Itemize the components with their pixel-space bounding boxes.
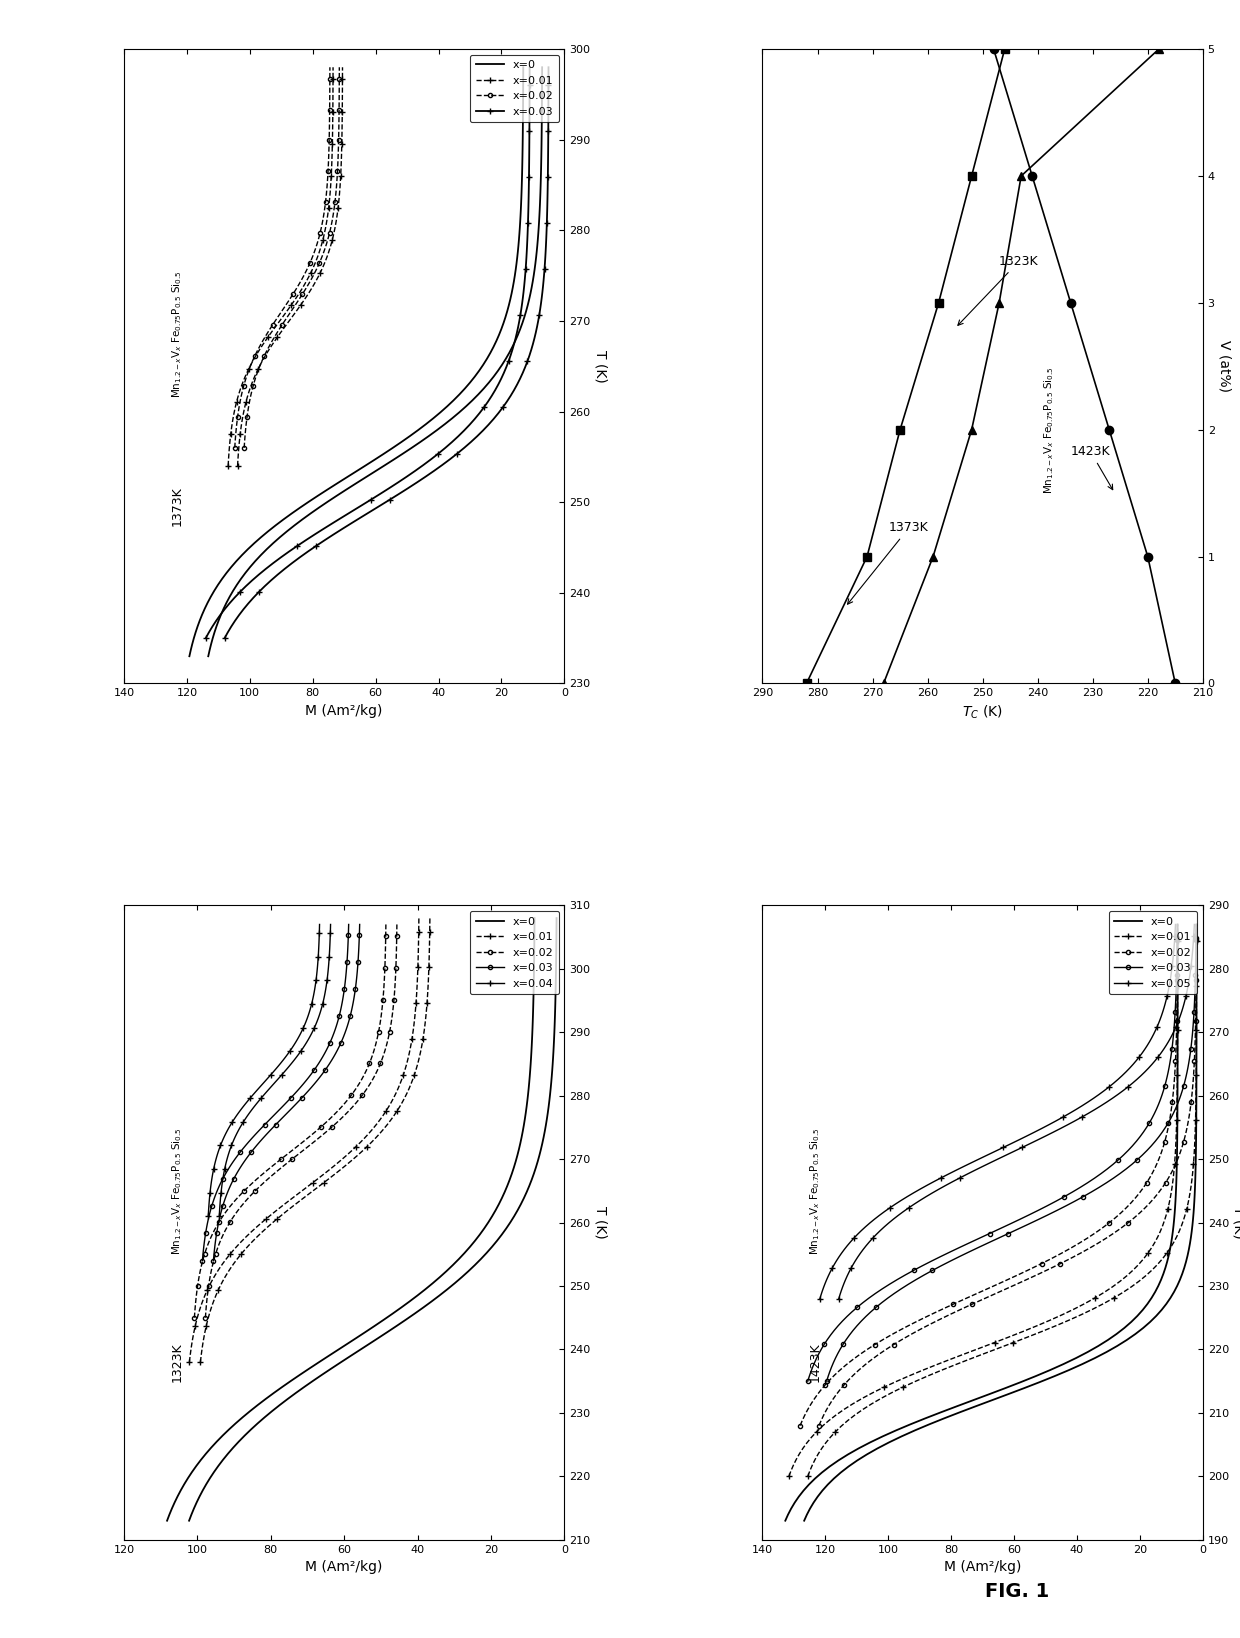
X-axis label: $T_C$ (K): $T_C$ (K) — [962, 704, 1003, 721]
Text: Mn$_{1.2-x}$V$_x$ Fe$_{0.75}$P$_{0.5}$ Si$_{0.5}$: Mn$_{1.2-x}$V$_x$ Fe$_{0.75}$P$_{0.5}$ S… — [170, 1127, 184, 1255]
Y-axis label: T (K): T (K) — [1231, 1206, 1240, 1238]
X-axis label: M (Am²/kg): M (Am²/kg) — [305, 1559, 383, 1574]
Legend: x=0, x=0.01, x=0.02, x=0.03, x=0.04: x=0, x=0.01, x=0.02, x=0.03, x=0.04 — [470, 911, 559, 994]
Text: 1373K: 1373K — [170, 486, 184, 526]
Text: 1323K: 1323K — [170, 1342, 184, 1382]
Text: 1373K: 1373K — [848, 521, 929, 604]
Text: 1323K: 1323K — [957, 256, 1039, 326]
Text: Mn$_{1.2-x}$V$_x$ Fe$_{0.75}$P$_{0.5}$ Si$_{0.5}$: Mn$_{1.2-x}$V$_x$ Fe$_{0.75}$P$_{0.5}$ S… — [1042, 365, 1055, 493]
Text: Mn$_{1.2-x}$V$_x$ Fe$_{0.75}$P$_{0.5}$ Si$_{0.5}$: Mn$_{1.2-x}$V$_x$ Fe$_{0.75}$P$_{0.5}$ S… — [808, 1127, 822, 1255]
X-axis label: M (Am²/kg): M (Am²/kg) — [944, 1559, 1022, 1574]
Text: 1423K: 1423K — [808, 1342, 822, 1382]
Y-axis label: T (K): T (K) — [593, 351, 608, 383]
Text: Mn$_{1.2-x}$V$_x$ Fe$_{0.75}$P$_{0.5}$ Si$_{0.5}$: Mn$_{1.2-x}$V$_x$ Fe$_{0.75}$P$_{0.5}$ S… — [170, 270, 184, 398]
Text: 1423K: 1423K — [1070, 446, 1112, 490]
Legend: x=0, x=0.01, x=0.02, x=0.03: x=0, x=0.01, x=0.02, x=0.03 — [470, 54, 559, 123]
Legend: x=0, x=0.01, x=0.02, x=0.03, x=0.05: x=0, x=0.01, x=0.02, x=0.03, x=0.05 — [1109, 911, 1198, 994]
Y-axis label: T (K): T (K) — [593, 1206, 608, 1238]
Text: FIG. 1: FIG. 1 — [985, 1582, 1049, 1600]
X-axis label: M (Am²/kg): M (Am²/kg) — [305, 704, 383, 717]
Y-axis label: V (at%): V (at%) — [1218, 341, 1231, 391]
